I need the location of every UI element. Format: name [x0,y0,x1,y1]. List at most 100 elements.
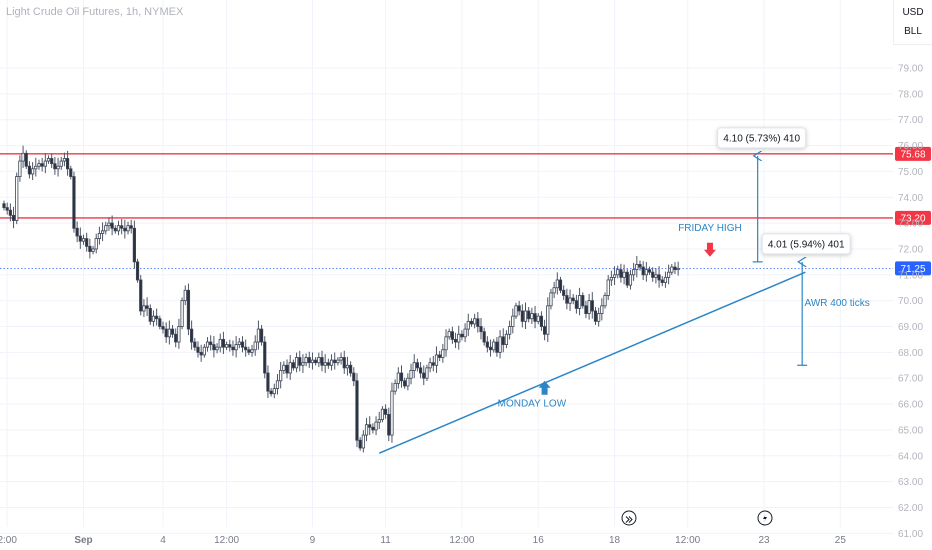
y-tick-label: 62.00 [898,503,923,514]
candle-body [110,222,114,229]
candle-body [387,413,391,436]
bottom-icons [621,510,773,526]
candle-body [62,158,67,162]
candle-body [253,341,257,351]
candle-body [167,328,171,338]
candle-body [352,372,356,382]
candle-body [632,269,636,276]
candle-body [511,315,515,327]
candle-body [329,359,334,366]
candle-body [444,336,448,351]
candle-body [234,344,238,351]
candle-body [91,248,95,252]
candle-body [476,318,480,327]
candle-body [654,274,658,278]
x-axis: 2:00 Sep 4 12:00 9 11 12:00 16 18 12:00 23 25 [0,535,846,546]
candle-body [670,266,674,273]
candle-body [78,235,82,242]
candle-body [536,315,540,322]
x-tick-label: 16 [533,535,545,546]
candle-body [15,176,19,221]
candle-body [501,336,505,345]
candle-body [50,158,54,165]
candle-body [196,346,200,353]
candle-body [190,328,194,343]
candle-body [361,434,365,449]
candle-body [151,315,156,322]
up-arrow-marker [538,380,551,395]
candle-body [339,357,343,361]
y-tick-label: 78.00 [898,89,923,100]
annotation-text: FRIDAY HIGH [678,223,742,234]
candle-body [317,357,321,364]
candle-body [587,300,591,314]
candle-body [310,359,315,364]
horizontal-lines: 75.68 73.20 71.25 [0,146,931,276]
candle-body [323,362,327,366]
candle-body [428,362,432,369]
candle-body [279,370,283,382]
annotation-text: MONDAY LOW [498,399,567,410]
candle-body [374,421,378,431]
candle-body [523,310,528,322]
candle-body [333,359,337,364]
x-tick-label: 25 [835,535,847,546]
grid-lines [0,0,893,534]
lightning-icon[interactable] [757,510,773,526]
candle-body [186,289,191,330]
candle-body [657,274,661,281]
candle-body [135,261,140,281]
y-axis: 79.00 78.00 77.00 76.00 75.00 74.00 73.00 72.00… [898,64,923,540]
candle-body [660,279,664,283]
candle-body [218,339,222,348]
candle-body [520,310,524,322]
candle-body [199,351,203,356]
y-tick-label: 74.00 [898,193,923,204]
candle-body [568,297,572,304]
candle-body [53,163,57,170]
candle-body [597,313,601,322]
y-tick-label: 76.00 [898,141,923,152]
candle-body [107,222,111,227]
candle-body [46,158,51,162]
currency-unit-box[interactable]: USD BLL [893,0,932,45]
x-tick-label: 11 [380,535,391,546]
candle-body [282,364,286,371]
candle-body [193,341,197,348]
candle-body [24,152,28,167]
candle-body [380,408,385,420]
candle-body [663,276,668,283]
candle-body [11,214,16,221]
candle-body [612,274,617,278]
x-tick-label: 4 [160,535,166,546]
candle-body [37,163,41,167]
candle-body [155,315,159,320]
candle-body [514,305,518,317]
trend-line [378,271,806,454]
candle-body [145,305,149,309]
replay-icon[interactable] [621,510,637,526]
candle-body [412,362,416,371]
x-tick-label: 23 [758,535,770,546]
candle-body [75,227,79,237]
candle-body [349,364,353,374]
candle-body [399,372,404,382]
candle-body [180,300,184,327]
candle-body [641,266,645,276]
candle-body [517,305,521,312]
candle-body [390,390,394,436]
candle-body [272,388,276,395]
measure-label: 4.01 (5.94%) 401 [768,239,845,250]
candle-body [291,362,295,369]
chart-title: Light Crude Oil Futures, 1h, NYMEX [6,6,184,18]
candle-body [240,341,245,348]
candle-body [142,305,146,312]
candle-body [393,382,397,392]
candle-body [584,305,588,314]
candle-body [422,372,426,379]
candle-body [441,349,445,358]
candle-body [202,346,206,356]
candle-body [479,326,483,333]
candle-body [18,160,22,177]
